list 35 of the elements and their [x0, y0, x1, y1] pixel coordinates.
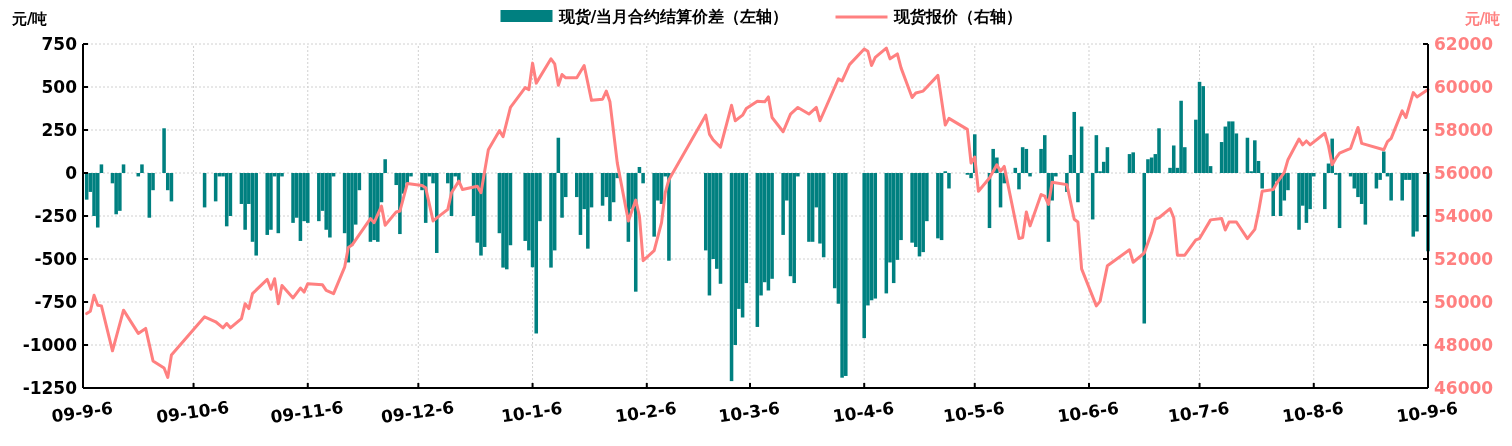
x-tick-label: 10-7-6 [1166, 397, 1231, 427]
y-tick-label: -1000 [22, 334, 78, 355]
y-tick-label: -750 [34, 291, 78, 312]
x-tick-label: 10-2-6 [614, 397, 678, 427]
x-tick-label: 09-10-6 [155, 397, 231, 428]
legend-label: 现货报价（右轴） [892, 7, 1022, 26]
y-tick-label: 750 [41, 33, 78, 54]
x-tick-label: 10-6-6 [1056, 397, 1120, 427]
y2-tick-label: 52000 [1434, 248, 1494, 269]
x-tick-label: 09-11-6 [269, 397, 345, 428]
x-tick-label: 10-5-6 [942, 397, 1006, 427]
y2-tick-label: 58000 [1434, 119, 1494, 140]
y-tick-label: 0 [65, 162, 78, 183]
x-tick-label: 09-9-6 [50, 397, 114, 427]
x-tick-label: 10-9-6 [1395, 397, 1459, 427]
x-tick-label: 10-1-6 [499, 397, 564, 427]
y2-tick-label: 60000 [1434, 76, 1494, 97]
y2-tick-label: 62000 [1434, 33, 1494, 54]
y-tick-label: 500 [41, 76, 78, 97]
y2-axis-title: 元/吨 [1463, 10, 1500, 28]
y-tick-label: -250 [34, 205, 78, 226]
y2-tick-label: 56000 [1434, 162, 1494, 183]
y2-tick-label: 54000 [1434, 205, 1494, 226]
y-tick-label: 250 [41, 119, 78, 140]
x-tick-label: 10-4-6 [831, 397, 896, 427]
y-tick-label: -1250 [22, 377, 78, 398]
y2-tick-label: 48000 [1434, 334, 1494, 355]
x-tick-label: 09-12-6 [379, 397, 456, 428]
y-tick-label: -500 [34, 248, 78, 269]
x-tick-label: 10-8-6 [1281, 397, 1345, 427]
y2-tick-label: 46000 [1434, 377, 1494, 398]
x-tick-label: 10-3-6 [717, 397, 781, 427]
legend-label: 现货/当月合约结算价差（左轴） [557, 7, 789, 26]
y2-tick-label: 50000 [1434, 291, 1494, 312]
y-axis-title: 元/吨 [11, 10, 48, 28]
